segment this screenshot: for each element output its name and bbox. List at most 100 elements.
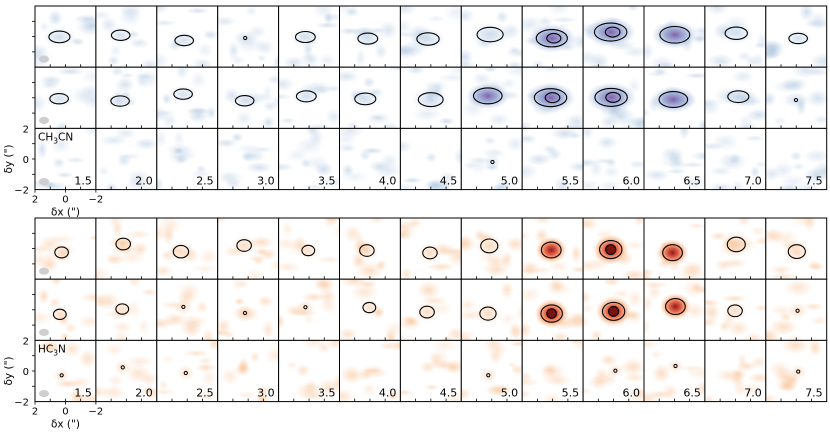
noise-mark — [385, 340, 401, 352]
velocity-label: 2.5 — [196, 175, 214, 188]
emission-peak — [43, 26, 76, 47]
channel-panel — [95, 66, 158, 129]
noise-mark — [88, 234, 96, 241]
noise-mark — [400, 44, 415, 57]
channel-panel — [643, 5, 706, 68]
noise-mark — [753, 304, 766, 312]
noise-mark — [775, 183, 804, 190]
noise-mark — [377, 20, 399, 40]
velocity-label: 5.0 — [501, 387, 519, 400]
noise-mark — [110, 67, 125, 77]
noise-mark — [95, 293, 107, 309]
emission-peak — [782, 239, 811, 264]
noise-mark — [765, 166, 780, 182]
channel-panel — [32, 66, 97, 129]
emission-peak — [546, 147, 562, 161]
noise-mark — [461, 297, 478, 313]
emission-peak — [542, 363, 558, 377]
noise-mark — [324, 85, 340, 93]
noise-mark — [461, 329, 478, 340]
noise-mark — [495, 9, 509, 24]
noise-mark — [659, 61, 674, 68]
molecule-label: HC3N — [38, 343, 66, 357]
noise-mark — [367, 218, 386, 225]
contour-level-1 — [658, 91, 689, 109]
noise-mark — [156, 19, 178, 27]
channel-panel: 6.0 — [582, 339, 645, 403]
noise-mark — [438, 117, 456, 126]
noise-mark — [442, 391, 462, 402]
noise-mark — [765, 393, 779, 402]
noise-mark — [690, 151, 705, 161]
contour-level-1 — [173, 88, 193, 100]
emission-peak — [729, 153, 742, 165]
noise-mark — [681, 260, 705, 276]
emission-peak — [173, 298, 193, 316]
noise-mark — [339, 365, 365, 385]
noise-mark — [183, 349, 210, 358]
velocity-label: 6.0 — [623, 175, 641, 188]
noise-mark — [80, 83, 96, 98]
noise-mark — [217, 170, 237, 184]
noise-mark — [80, 69, 96, 85]
noise-mark — [372, 161, 401, 180]
channel-panel — [217, 278, 280, 341]
noise-mark — [441, 335, 454, 341]
noise-mark — [704, 6, 730, 16]
emission-peak — [474, 302, 502, 325]
channel-panel: 4.0 — [339, 127, 401, 191]
noise-mark — [644, 107, 651, 118]
contour-level-1 — [795, 308, 800, 313]
noise-mark — [771, 116, 788, 126]
emission-peak — [790, 364, 807, 379]
channel-panel — [765, 217, 828, 280]
noise-mark — [706, 53, 735, 68]
noise-mark — [754, 160, 766, 168]
noise-mark — [235, 143, 262, 154]
noise-mark — [570, 266, 584, 273]
noise-mark — [139, 387, 157, 395]
block-ch3cn: 1.5 2.0 2.5 3.0 3.5 4.0 4.5 5.0 5.5 6.0 6.5 7.0 7.5 C… — [3, 5, 828, 219]
noise-mark — [114, 128, 138, 140]
contour-level-1 — [419, 305, 435, 319]
noise-mark — [447, 67, 462, 76]
noise-mark — [583, 387, 591, 396]
noise-mark — [583, 303, 596, 314]
emission-peak — [355, 240, 379, 261]
contour-level-1 — [362, 301, 377, 314]
contour-level-1 — [727, 304, 743, 318]
channel-panel — [156, 217, 219, 280]
noise-mark — [189, 168, 214, 180]
emission-peak — [241, 151, 254, 162]
noise-mark — [791, 67, 819, 79]
contour-level-1 — [601, 301, 626, 321]
y-tick-label: −2 — [14, 186, 29, 197]
channel-panel — [460, 278, 523, 341]
y-tick-label: −2 — [14, 398, 29, 409]
noise-mark — [38, 21, 50, 32]
noise-mark — [570, 244, 582, 264]
noise-mark — [461, 387, 472, 401]
noise-mark — [621, 45, 644, 59]
noise-mark — [499, 312, 517, 326]
noise-mark — [483, 67, 498, 73]
noise-mark — [400, 267, 413, 280]
channel-panel — [460, 217, 523, 280]
noise-mark — [530, 59, 546, 68]
emission-peak — [232, 30, 258, 46]
contour-level-1 — [659, 25, 691, 44]
beam-ellipse — [39, 116, 49, 124]
noise-mark — [541, 391, 563, 402]
contour-level-1 — [354, 92, 377, 106]
noise-mark — [243, 267, 264, 280]
channel-panel — [765, 5, 828, 68]
noise-mark — [82, 128, 96, 137]
noise-mark — [808, 340, 823, 357]
noise-mark — [125, 229, 152, 240]
emission-peak — [106, 26, 136, 44]
noise-mark — [665, 168, 687, 175]
noise-mark — [161, 355, 175, 363]
noise-mark — [686, 222, 705, 230]
noise-mark — [112, 321, 134, 333]
noise-mark — [193, 391, 218, 401]
